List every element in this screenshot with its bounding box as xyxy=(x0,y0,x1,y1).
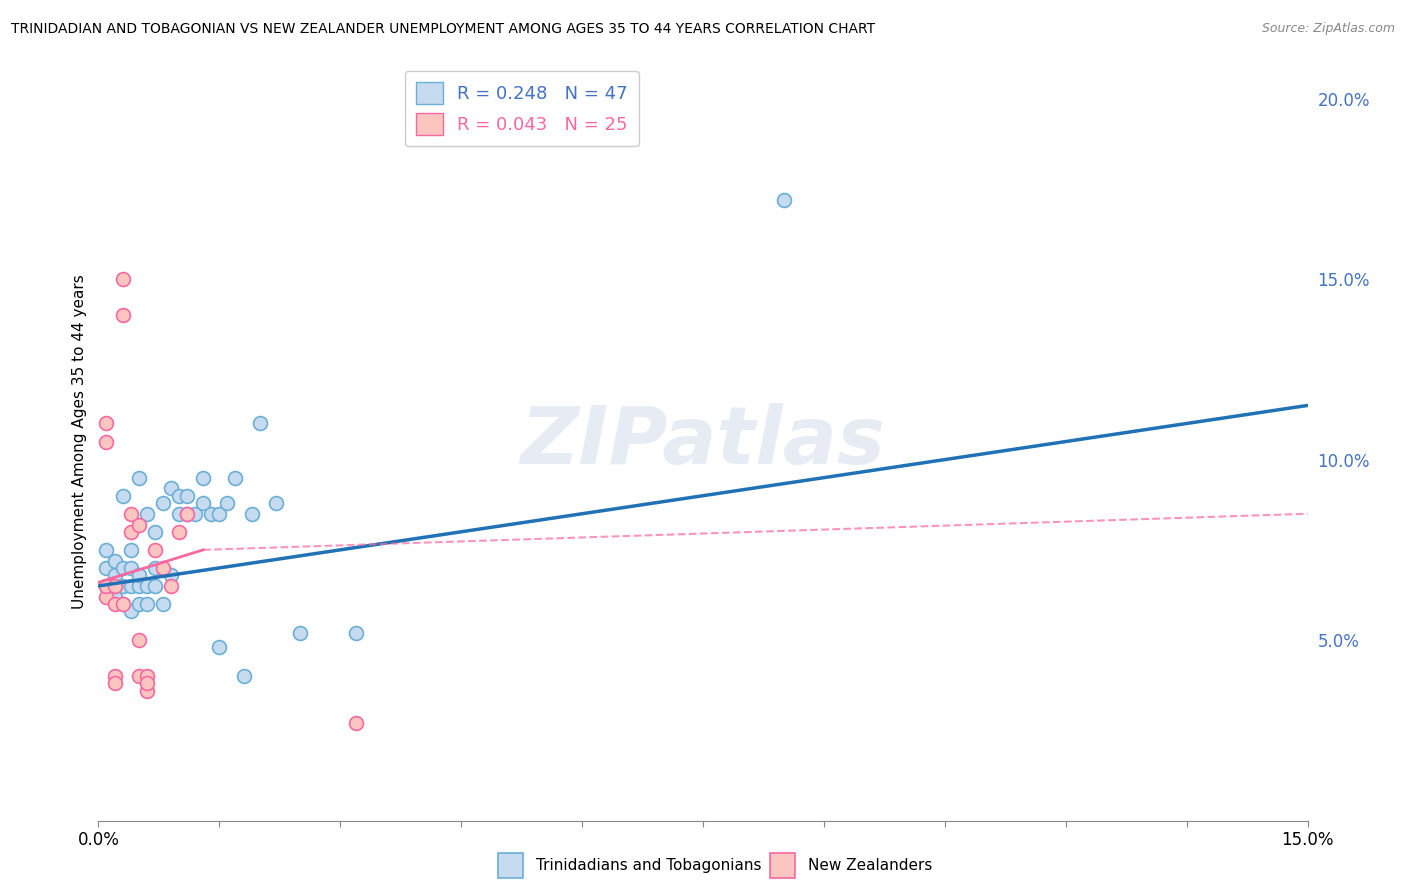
Point xyxy=(128,669,150,683)
Point xyxy=(103,554,125,568)
Point xyxy=(160,568,183,582)
Point xyxy=(167,507,190,521)
Point xyxy=(176,507,198,521)
Point xyxy=(120,524,142,539)
Point xyxy=(103,676,125,690)
Point xyxy=(103,597,125,611)
Point xyxy=(176,489,198,503)
Point xyxy=(344,626,367,640)
Point xyxy=(96,542,118,557)
Point xyxy=(160,579,183,593)
Point xyxy=(772,193,794,207)
Point xyxy=(200,507,222,521)
Bar xyxy=(498,853,523,878)
Point xyxy=(143,524,166,539)
Point xyxy=(111,272,134,286)
Point xyxy=(96,561,118,575)
Point xyxy=(96,579,118,593)
Point xyxy=(96,434,118,449)
Point xyxy=(111,597,134,611)
Point xyxy=(111,489,134,503)
Point xyxy=(249,417,271,431)
Text: Source: ZipAtlas.com: Source: ZipAtlas.com xyxy=(1261,22,1395,36)
Point xyxy=(103,579,125,593)
Point xyxy=(96,590,118,604)
Point xyxy=(128,517,150,532)
Point xyxy=(288,626,311,640)
Point xyxy=(208,507,231,521)
Point xyxy=(135,507,157,521)
Point xyxy=(160,482,183,496)
Point xyxy=(96,579,118,593)
Point xyxy=(240,507,263,521)
Bar xyxy=(770,853,796,878)
Point xyxy=(96,417,118,431)
Point xyxy=(232,669,254,683)
Point xyxy=(152,597,174,611)
Point xyxy=(103,669,125,683)
Point xyxy=(135,669,157,683)
Point xyxy=(103,590,125,604)
Point xyxy=(224,470,246,484)
Point xyxy=(111,561,134,575)
Point xyxy=(103,568,125,582)
Point xyxy=(111,579,134,593)
Y-axis label: Unemployment Among Ages 35 to 44 years: Unemployment Among Ages 35 to 44 years xyxy=(72,274,87,609)
Point xyxy=(128,470,150,484)
Point xyxy=(264,496,287,510)
Point xyxy=(135,597,157,611)
Point xyxy=(135,683,157,698)
Point xyxy=(120,561,142,575)
Text: Trinidadians and Tobagonians: Trinidadians and Tobagonians xyxy=(536,858,761,872)
Point xyxy=(217,496,239,510)
Point xyxy=(143,542,166,557)
Point xyxy=(111,308,134,322)
Point xyxy=(152,496,174,510)
Text: TRINIDADIAN AND TOBAGONIAN VS NEW ZEALANDER UNEMPLOYMENT AMONG AGES 35 TO 44 YEA: TRINIDADIAN AND TOBAGONIAN VS NEW ZEALAN… xyxy=(11,22,876,37)
Point xyxy=(176,507,198,521)
Point xyxy=(128,579,150,593)
Point xyxy=(208,640,231,655)
Point xyxy=(135,579,157,593)
Point xyxy=(120,542,142,557)
Point xyxy=(167,524,190,539)
Point xyxy=(120,507,142,521)
Point xyxy=(193,496,215,510)
Point xyxy=(184,507,207,521)
Text: New Zealanders: New Zealanders xyxy=(808,858,932,872)
Point xyxy=(152,561,174,575)
Point xyxy=(135,676,157,690)
Point xyxy=(167,489,190,503)
Point xyxy=(120,604,142,618)
Point xyxy=(128,633,150,648)
Point xyxy=(344,716,367,731)
Point xyxy=(143,561,166,575)
Point xyxy=(128,597,150,611)
Legend: R = 0.248   N = 47, R = 0.043   N = 25: R = 0.248 N = 47, R = 0.043 N = 25 xyxy=(405,71,638,146)
Text: ZIPatlas: ZIPatlas xyxy=(520,402,886,481)
Point xyxy=(111,597,134,611)
Point xyxy=(128,568,150,582)
Point xyxy=(143,579,166,593)
Point xyxy=(193,470,215,484)
Point xyxy=(120,579,142,593)
